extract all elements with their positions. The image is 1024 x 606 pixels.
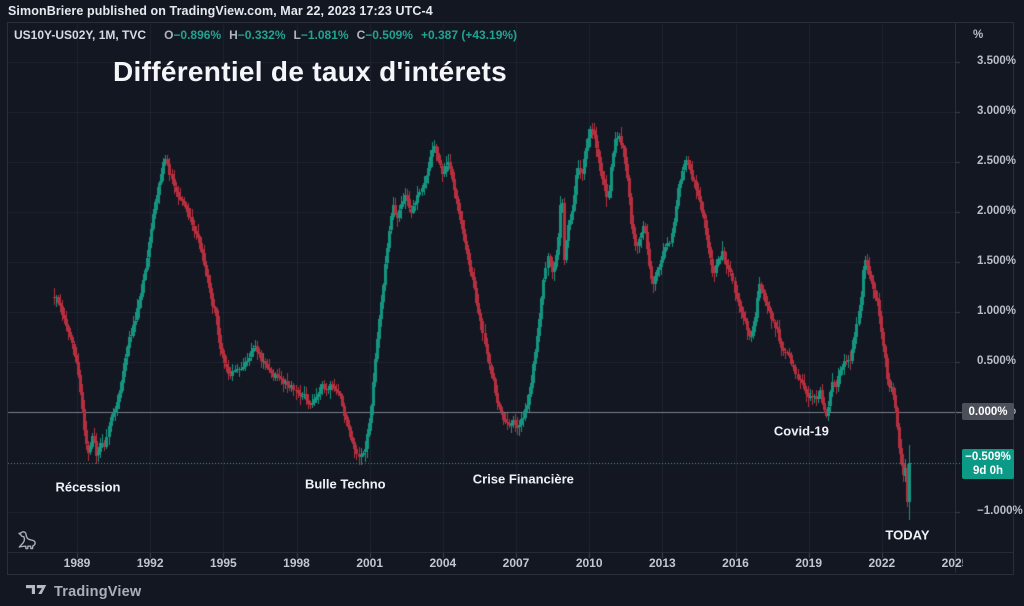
time-tick-label: 1992 <box>136 556 164 570</box>
close-label: C <box>356 28 366 42</box>
zero-price-label: 0.000% <box>962 403 1014 420</box>
time-tick-label: 1989 <box>63 556 91 570</box>
time-tick-label: 2010 <box>575 556 603 570</box>
time-tick-label: 2025 <box>941 556 963 570</box>
bar-countdown: 9d 0h <box>972 465 1004 477</box>
time-tick-label: 2022 <box>868 556 896 570</box>
open-value: −0.896% <box>173 28 222 42</box>
tradingview-logo-text: TradingView <box>54 584 142 600</box>
high-value: −0.332% <box>237 28 286 42</box>
symbol-name: US10Y-US02Y, 1M, TVC <box>14 28 147 42</box>
time-tick-label: 2016 <box>722 556 749 570</box>
time-tick-label: 2013 <box>649 556 676 570</box>
annotation-today: TODAY <box>885 527 930 543</box>
time-tick-label: 2019 <box>795 556 823 570</box>
tradingview-logo-icon <box>26 583 47 601</box>
time-tick-label: 1995 <box>209 556 237 570</box>
annotation-bulle-techno: Bulle Techno <box>304 476 386 492</box>
high-label: H <box>229 28 238 42</box>
annotation-crise-financi-re: Crise Financière <box>472 471 574 487</box>
current-price-value: −0.509% <box>965 451 1011 463</box>
current-price-badge: −0.509% 9d 0h <box>962 449 1014 479</box>
dinosaur-icon <box>16 529 42 558</box>
annotation-covid-19: Covid-19 <box>773 423 829 439</box>
annotation-r-cession: Récession <box>55 479 121 495</box>
change-value: +0.387 (+43.19%) <box>420 28 518 42</box>
time-axis[interactable]: 1989 1992 1995 1998 2001 2004 2007 2010 2013 2016… <box>8 554 963 573</box>
price-axis-unit: % <box>973 29 984 41</box>
open-label: O <box>164 28 174 42</box>
attribution: SimonBriere published on TradingView.com… <box>8 4 433 18</box>
time-tick-label: 2007 <box>502 556 530 570</box>
tradingview-footer[interactable]: TradingView <box>26 583 141 601</box>
chart-title: Différentiel de taux d'intérets <box>113 56 508 87</box>
time-tick-label: 2001 <box>356 556 384 570</box>
time-tick-label: 1998 <box>283 556 310 570</box>
symbol-legend: US10Y-US02Y, 1M, TVC O−0.896% H−0.332% L−1.… <box>14 28 517 42</box>
low-value: −1.081% <box>300 28 349 42</box>
close-value: −0.509% <box>365 28 413 42</box>
time-tick-label: 2004 <box>429 556 457 570</box>
low-label: L <box>293 28 301 42</box>
